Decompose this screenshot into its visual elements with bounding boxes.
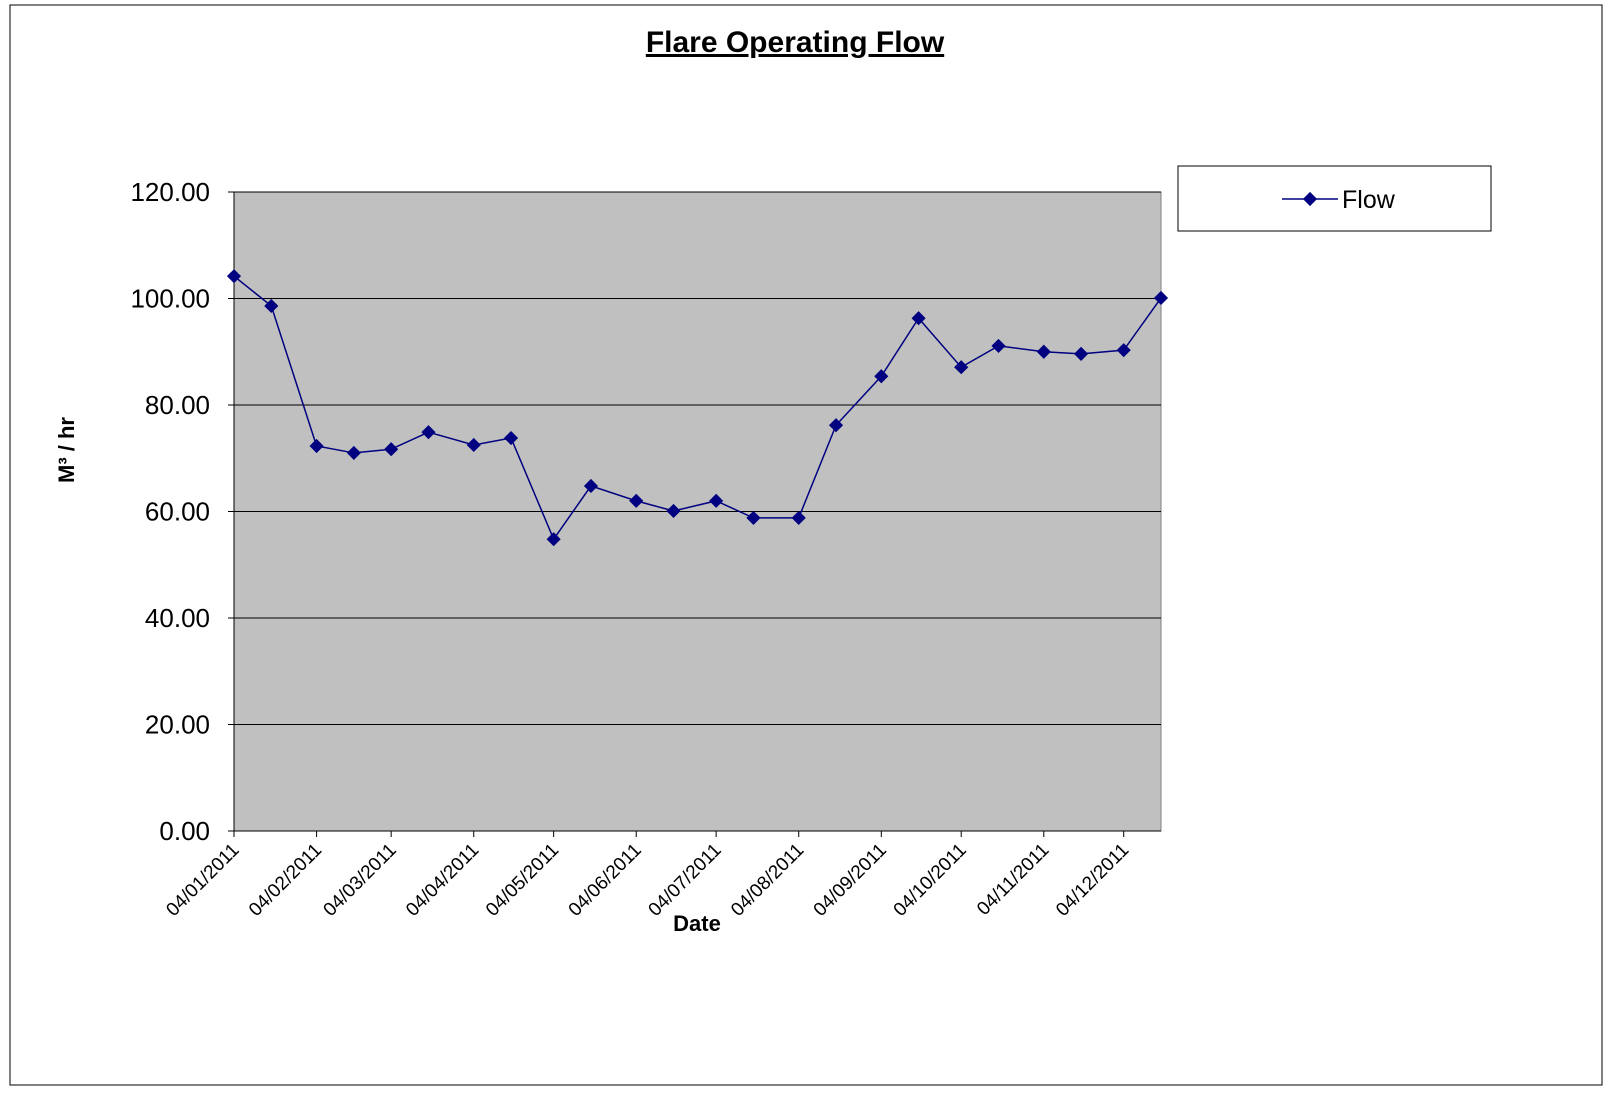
- marker: [1036, 344, 1051, 359]
- marker: [746, 510, 761, 525]
- marker: [466, 437, 481, 453]
- marker: [583, 478, 599, 494]
- y-tick-label: 60.00: [145, 497, 210, 527]
- marker: [629, 493, 644, 508]
- marker: [874, 369, 889, 384]
- marker: [421, 425, 436, 440]
- y-tick-label: 20.00: [145, 710, 210, 740]
- marker: [384, 442, 399, 457]
- chart-title: Flare Operating Flow: [646, 26, 945, 59]
- y-tick-label: 80.00: [145, 390, 210, 420]
- marker: [1153, 290, 1169, 306]
- y-axis-label: M³ / hr: [54, 417, 79, 483]
- marker: [546, 532, 561, 547]
- marker: [1116, 343, 1131, 358]
- marker: [911, 311, 926, 326]
- legend-marker: [1302, 191, 1318, 207]
- marker: [666, 503, 681, 519]
- marker: [991, 338, 1006, 353]
- x-axis-label: Date: [673, 911, 721, 936]
- y-tick-label: 100.00: [130, 284, 210, 314]
- marker: [264, 298, 279, 314]
- legend-label: Flow: [1342, 186, 1396, 214]
- marker: [309, 438, 324, 454]
- marker: [954, 360, 969, 375]
- marker: [226, 269, 242, 284]
- marker: [828, 418, 844, 433]
- y-tick-label: 40.00: [145, 603, 210, 633]
- marker: [503, 430, 519, 446]
- marker: [791, 510, 806, 525]
- marker: [709, 493, 724, 508]
- y-tick-label: 0.00: [159, 816, 210, 846]
- marker: [346, 445, 361, 460]
- marker: [1074, 346, 1089, 361]
- y-tick-label: 120.00: [130, 177, 210, 207]
